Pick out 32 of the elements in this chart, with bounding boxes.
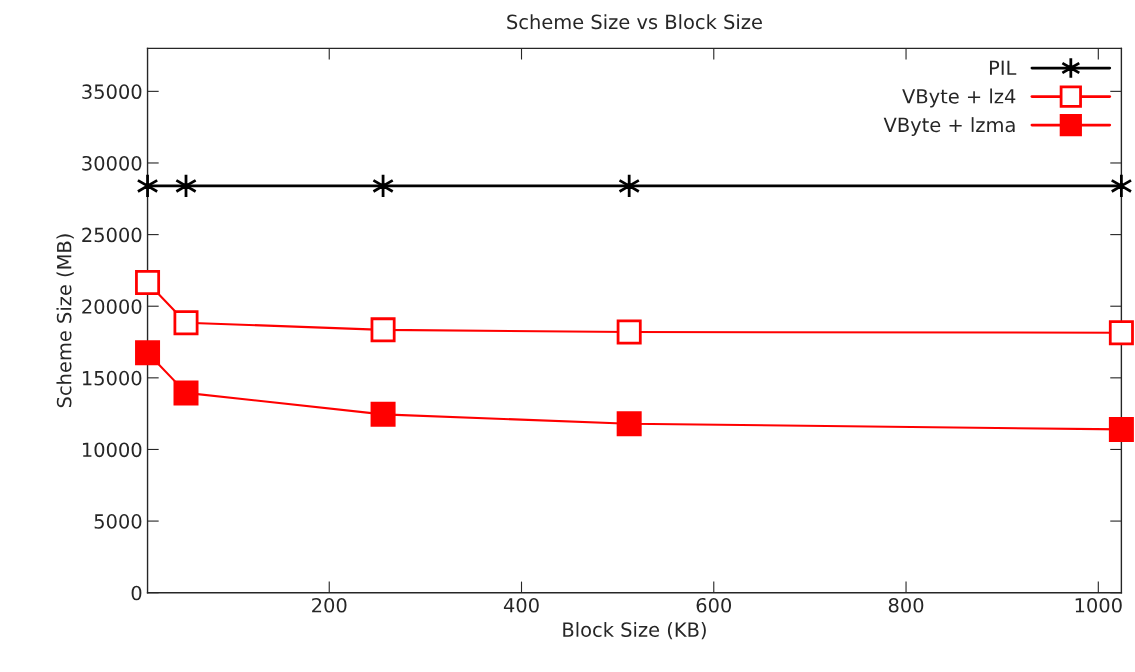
point (616, 411, 642, 437)
point (173, 380, 199, 406)
y-tick-label: 10000 (82, 442, 142, 458)
chart-title: Scheme Size vs Block Size (507, 14, 762, 30)
point (616, 319, 642, 345)
x-tick-label: 200 (312, 597, 347, 613)
y-tick-label: 15000 (82, 370, 142, 386)
legend-label: VByte + lz4 (902, 88, 1016, 108)
point (370, 317, 396, 343)
y-tick-label: 35000 (82, 84, 142, 100)
point (618, 173, 641, 199)
point (1108, 320, 1134, 346)
point (135, 340, 161, 366)
legend-label: VByte + lzma (883, 117, 1015, 136)
point (1108, 416, 1134, 442)
y-tick-label: 25000 (82, 227, 142, 243)
point (173, 310, 199, 336)
x-tick-label: 1000 (1075, 597, 1122, 613)
y-tick-label: 5000 (94, 514, 142, 529)
point (136, 173, 159, 199)
x-tick-label: 600 (696, 597, 732, 613)
x-axis-title: Block Size (KB) (563, 621, 706, 640)
y-tick-label: 30000 (82, 155, 142, 171)
y-tick-label: 20000 (82, 299, 142, 314)
point (1110, 173, 1133, 199)
x-tick-label: 400 (503, 597, 539, 613)
legend-label: PIL (989, 60, 1017, 75)
point (135, 270, 161, 296)
point (370, 401, 396, 427)
x-tick-label: 800 (888, 597, 924, 613)
y-tick-label: 0 (131, 585, 142, 601)
y-axis-title: Scheme Size (MB) (56, 234, 74, 408)
